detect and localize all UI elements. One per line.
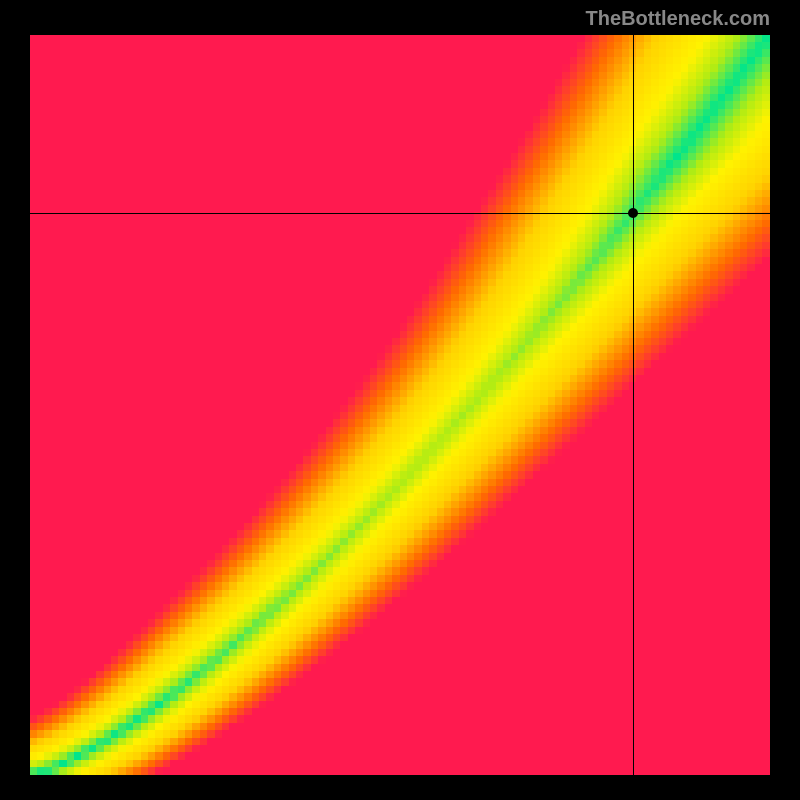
crosshair-vertical-line [633,35,634,775]
heatmap-canvas [30,35,770,775]
crosshair-marker [628,208,638,218]
heatmap-chart [30,35,770,775]
watermark-text: TheBottleneck.com [586,8,770,31]
crosshair-horizontal-line [30,213,770,214]
